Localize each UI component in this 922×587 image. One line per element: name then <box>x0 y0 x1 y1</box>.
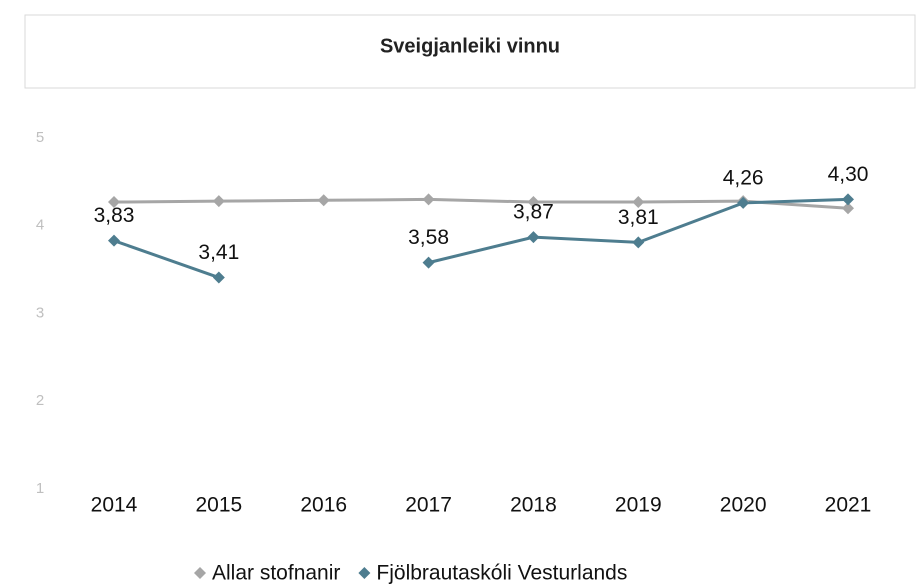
marker <box>422 193 435 206</box>
legend-marker <box>194 567 206 579</box>
series-line <box>113 197 849 279</box>
data-label: 3,81 <box>618 206 659 229</box>
title-box <box>24 14 916 89</box>
y-tick-label: 1 <box>36 480 44 497</box>
marker <box>632 196 645 209</box>
marker <box>108 234 120 247</box>
marker <box>737 196 750 209</box>
marker <box>422 256 435 269</box>
x-tick-label: 2016 <box>300 494 347 517</box>
legend-label: Fjölbrautaskóli Vesturlands <box>376 562 627 585</box>
y-tick-label: 2 <box>36 392 44 409</box>
data-label: 3,87 <box>513 201 554 224</box>
data-label: 4,26 <box>723 166 764 189</box>
marker <box>527 196 540 209</box>
x-tick-label: 2017 <box>405 494 452 517</box>
marker <box>842 193 854 206</box>
legend-marker <box>358 567 371 579</box>
x-tick-label: 2019 <box>615 494 662 517</box>
x-tick-label: 2018 <box>510 494 557 517</box>
y-tick-label: 4 <box>36 217 44 234</box>
data-label: 4,30 <box>828 163 869 186</box>
marker <box>212 195 225 208</box>
x-tick-label: 2015 <box>195 494 242 517</box>
series-line <box>113 197 849 210</box>
y-tick-label: 5 <box>36 129 44 146</box>
data-label: 3,41 <box>198 241 239 264</box>
data-label: 3,58 <box>408 226 449 249</box>
marker <box>527 231 540 244</box>
marker <box>632 236 645 249</box>
x-tick-label: 2014 <box>91 494 138 517</box>
chart-title: Sveigjanleiki vinnu <box>380 35 560 57</box>
legend-label: Allar stofnanir <box>212 562 340 585</box>
marker <box>212 271 225 284</box>
marker <box>317 194 330 207</box>
data-label: 3,83 <box>94 204 135 227</box>
x-tick-label: 2021 <box>825 494 872 517</box>
marker <box>842 202 854 215</box>
x-tick-label: 2020 <box>720 494 767 517</box>
marker <box>108 196 120 209</box>
y-tick-label: 3 <box>36 304 44 321</box>
